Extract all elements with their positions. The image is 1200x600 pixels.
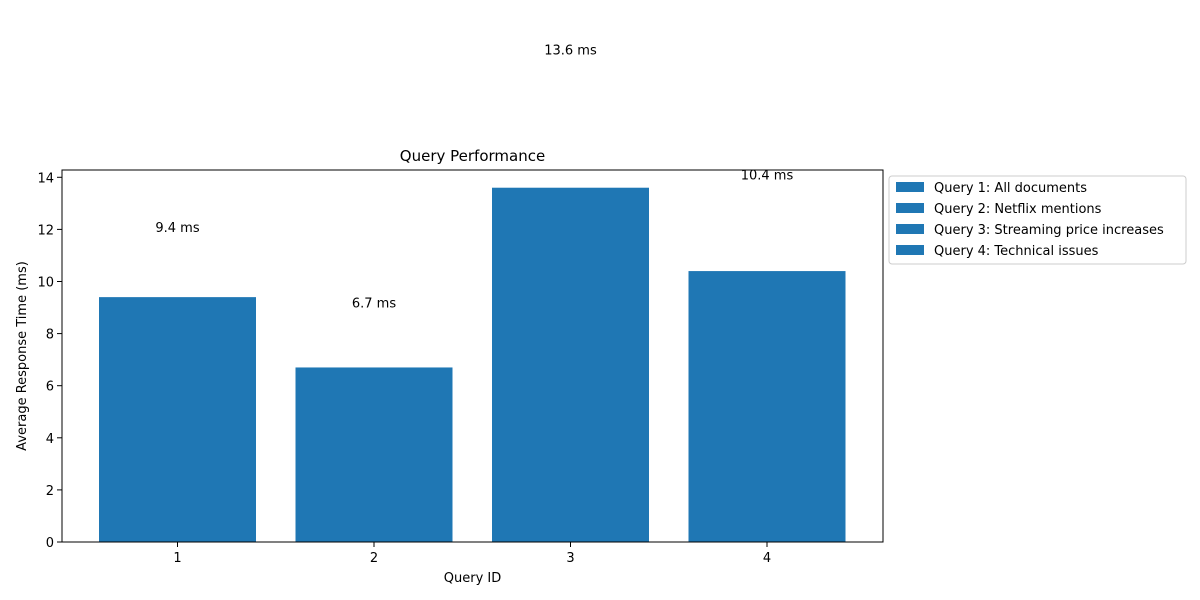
y-axis: 0 2 4 6 8 10 12 14	[37, 171, 62, 551]
x-tick-label: 2	[370, 551, 378, 566]
x-axis-label: Query ID	[444, 571, 501, 586]
y-tick-label: 12	[37, 223, 54, 238]
y-tick-label: 6	[46, 380, 54, 395]
value-label-query-1: 9.4 ms	[155, 221, 199, 236]
bar-query-4	[688, 271, 846, 542]
bars-group	[99, 187, 846, 542]
legend-entry-2: Query 2: Netflix mentions	[934, 202, 1102, 217]
legend-swatch	[896, 245, 924, 255]
bar-query-1	[99, 297, 256, 542]
y-tick-label: 4	[46, 432, 54, 447]
x-tick-label: 1	[173, 551, 181, 566]
value-label-query-2: 6.7 ms	[352, 296, 396, 311]
y-tick-label: 8	[46, 328, 54, 343]
bar-query-3	[492, 187, 649, 542]
y-tick-label: 14	[37, 171, 54, 186]
x-axis: 1 2 3 4	[173, 542, 771, 566]
plot-frame	[61, 169, 884, 543]
legend-swatch	[896, 182, 924, 192]
x-tick-label: 4	[763, 551, 771, 566]
legend-entry-3: Query 3: Streaming price increases	[934, 223, 1164, 238]
legend-swatch	[896, 224, 924, 234]
value-label-query-4: 10.4 ms	[741, 169, 794, 184]
chart-title: Query Performance	[400, 147, 545, 165]
y-tick-label: 2	[46, 484, 54, 499]
y-tick-label: 10	[37, 275, 54, 290]
x-tick-label: 3	[566, 551, 574, 566]
y-axis-label: Average Response Time (ms)	[15, 261, 30, 451]
legend: Query 1: All documents Query 2: Netflix m…	[888, 175, 1187, 265]
value-labels-group: 9.4 ms 6.7 ms 13.6 ms 10.4 ms	[155, 44, 793, 312]
legend-entry-1: Query 1: All documents	[934, 181, 1087, 196]
legend-frame	[888, 175, 1187, 265]
legend-swatch	[896, 203, 924, 213]
y-tick-label: 0	[46, 536, 54, 551]
legend-entry-4: Query 4: Technical issues	[934, 244, 1099, 259]
bar-query-2	[295, 367, 453, 542]
value-label-query-3: 13.6 ms	[544, 44, 597, 59]
